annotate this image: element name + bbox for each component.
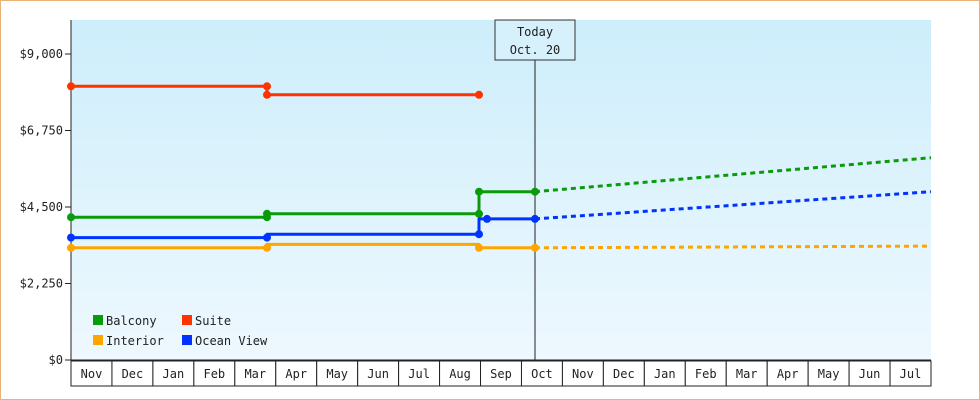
- series-lines: [67, 82, 932, 252]
- legend: Balcony Suite Interior Ocean View: [93, 314, 268, 348]
- month-label: May: [818, 367, 840, 381]
- month-label: Jun: [859, 367, 881, 381]
- month-cell: [152, 360, 195, 387]
- month-cell: [889, 360, 932, 387]
- today-marker: Today Oct. 20: [494, 19, 576, 360]
- legend-swatch: [182, 335, 192, 345]
- x-axis: Nov Dec Jan Feb Mar Apr May Jun Jul Aug Sep Oct Nov D…: [70, 359, 932, 387]
- month-cell: [234, 360, 277, 387]
- interior-forecast-line: [534, 244, 932, 250]
- suite-point: [263, 90, 271, 99]
- month-label: May: [326, 367, 348, 381]
- month-label: Feb: [695, 367, 717, 381]
- y-tick-label: $6,750: [20, 124, 63, 138]
- interior-point: [531, 243, 539, 252]
- legend-label: Suite: [195, 314, 231, 328]
- interior-point: [263, 243, 271, 252]
- y-tick-label: $0: [49, 353, 63, 367]
- y-tick-label: $4,500: [20, 200, 63, 214]
- ocean-view-point: [531, 214, 539, 223]
- interior-line: [71, 242, 535, 250]
- month-cell: [193, 360, 236, 387]
- interior-point: [475, 243, 483, 252]
- month-cell: [70, 360, 113, 387]
- balcony-point: [67, 213, 75, 222]
- month-label: Nov: [572, 367, 594, 381]
- month-label: Apr: [285, 367, 307, 381]
- month-label: Dec: [613, 367, 635, 381]
- legend-label: Balcony: [106, 314, 157, 328]
- month-label: Sep: [490, 367, 512, 381]
- balcony-point: [475, 187, 483, 196]
- plot-area: [71, 20, 931, 360]
- month-label: Apr: [777, 367, 799, 381]
- month-cell: [520, 360, 563, 387]
- month-cell: [766, 360, 809, 387]
- month-cell: [848, 360, 891, 387]
- legend-swatch: [93, 335, 103, 345]
- balcony-line: [71, 190, 535, 219]
- suite-point: [475, 90, 483, 99]
- month-label: Aug: [449, 367, 471, 381]
- today-label: Today: [517, 25, 553, 39]
- month-cell: [643, 360, 686, 387]
- ocean-view-point: [263, 233, 271, 242]
- month-cell: [357, 360, 400, 387]
- balcony-forecast-line: [534, 156, 932, 194]
- suite-point: [67, 82, 75, 91]
- legend-label: Interior: [106, 334, 164, 348]
- month-cell: [561, 360, 604, 387]
- ocean-view-point: [67, 233, 75, 242]
- month-label: Nov: [81, 367, 103, 381]
- month-label: Jan: [163, 367, 185, 381]
- month-label: Jul: [408, 367, 430, 381]
- month-label: Jul: [900, 367, 922, 381]
- month-label: Jan: [654, 367, 676, 381]
- balcony-point: [263, 209, 271, 218]
- month-cell: [684, 360, 727, 387]
- month-cell: [439, 360, 482, 387]
- month-label: Mar: [244, 367, 266, 381]
- legend-swatch: [93, 315, 103, 325]
- suite-point: [263, 82, 271, 91]
- month-cell: [807, 360, 850, 387]
- ocean-view-point: [475, 230, 483, 239]
- month-label: Oct: [531, 367, 553, 381]
- month-label: Feb: [203, 367, 225, 381]
- legend-swatch: [182, 315, 192, 325]
- today-date: Oct. 20: [510, 43, 561, 57]
- y-tick-label: $2,250: [20, 277, 63, 291]
- month-cell: [111, 360, 154, 387]
- y-axis: $0 $2,250 $4,500 $6,750 $9,000: [20, 20, 72, 367]
- balcony-point: [475, 209, 483, 218]
- balcony-point: [531, 187, 539, 196]
- ocean-view-forecast-line: [534, 190, 932, 221]
- month-label: Mar: [736, 367, 758, 381]
- month-label: Dec: [122, 367, 144, 381]
- ocean-view-point: [483, 214, 491, 223]
- legend-label: Ocean View: [195, 334, 268, 348]
- y-tick-label: $9,000: [20, 47, 63, 61]
- today-box: [494, 19, 576, 61]
- interior-point: [67, 243, 75, 252]
- month-label: Jun: [367, 367, 389, 381]
- suite-line: [71, 84, 479, 97]
